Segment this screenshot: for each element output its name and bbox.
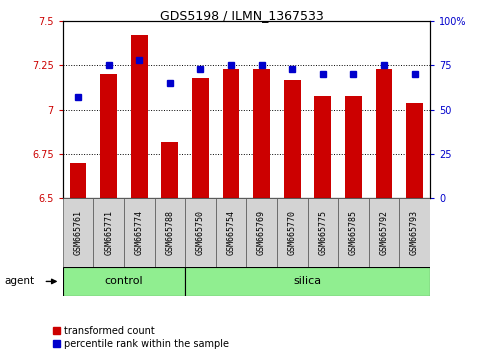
Bar [308,198,338,267]
Bar [93,198,124,267]
Bar [345,96,362,198]
Text: agent: agent [5,276,35,286]
Bar [63,198,93,267]
Text: control: control [105,276,143,286]
Text: GSM665785: GSM665785 [349,210,358,255]
Legend: transformed count, percentile rank within the sample: transformed count, percentile rank withi… [53,326,229,349]
Text: GSM665774: GSM665774 [135,210,144,255]
Text: GSM665788: GSM665788 [165,210,174,255]
Bar [63,267,185,296]
Text: GDS5198 / ILMN_1367533: GDS5198 / ILMN_1367533 [159,9,324,22]
Bar [314,96,331,198]
Text: GSM665761: GSM665761 [73,210,83,255]
Bar [284,80,300,198]
Bar [399,198,430,267]
Bar [192,78,209,198]
Text: GSM665792: GSM665792 [380,210,388,255]
Bar [100,74,117,198]
Bar [216,198,246,267]
Bar [223,69,240,198]
Text: GSM665771: GSM665771 [104,210,113,255]
Bar [185,267,430,296]
Bar [185,198,216,267]
Bar [124,198,155,267]
Bar [338,198,369,267]
Text: GSM665793: GSM665793 [410,210,419,255]
Bar [253,69,270,198]
Bar [246,198,277,267]
Bar [369,198,399,267]
Text: GSM665770: GSM665770 [288,210,297,255]
Bar [277,198,308,267]
Bar [70,163,86,198]
Bar [155,198,185,267]
Text: GSM665754: GSM665754 [227,210,236,255]
Text: GSM665769: GSM665769 [257,210,266,255]
Bar [376,69,392,198]
Bar [406,103,423,198]
Text: GSM665750: GSM665750 [196,210,205,255]
Bar [161,142,178,198]
Text: silica: silica [294,276,322,286]
Text: GSM665775: GSM665775 [318,210,327,255]
Bar [131,35,148,198]
